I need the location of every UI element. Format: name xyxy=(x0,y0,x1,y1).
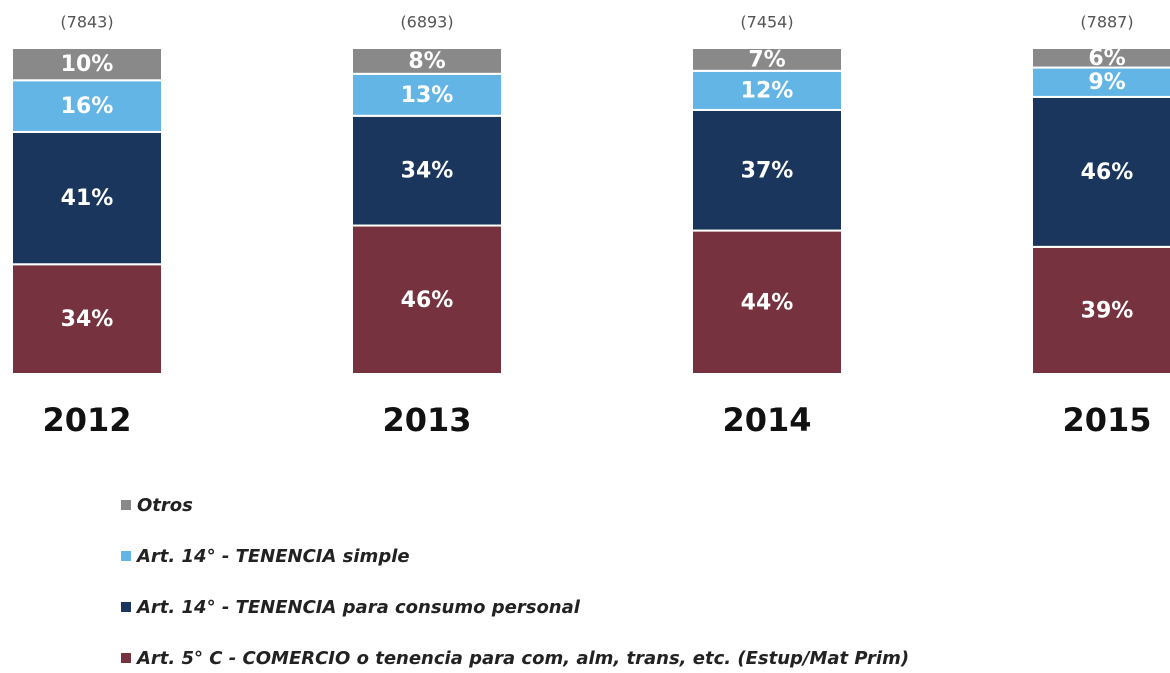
value-label: 39% xyxy=(1081,298,1134,323)
total-label: (7454) xyxy=(740,13,793,32)
legend-label: Art. 5° C - COMERCIO o tenencia para com… xyxy=(135,648,909,669)
legend-label: Art. 14° - TENENCIA para consumo persona… xyxy=(135,597,581,618)
value-label: 8% xyxy=(408,49,445,74)
legend-swatch xyxy=(121,500,131,510)
value-label: 46% xyxy=(401,288,454,313)
bar-segment xyxy=(11,130,163,266)
value-label: 44% xyxy=(741,290,794,315)
value-label: 6% xyxy=(1088,46,1125,71)
bar-segment xyxy=(1031,47,1170,69)
bar-segment xyxy=(351,47,503,75)
value-label: 46% xyxy=(1081,160,1134,185)
value-label: 9% xyxy=(1088,70,1125,95)
bar-segment xyxy=(1031,245,1170,375)
bar-segment xyxy=(11,263,163,375)
bar-segment xyxy=(1031,66,1170,98)
value-label: 37% xyxy=(741,158,794,183)
value-label: 13% xyxy=(401,83,454,108)
x-tick-label: 2015 xyxy=(1062,401,1151,439)
legend-swatch xyxy=(121,551,131,561)
value-label: 10% xyxy=(61,52,114,77)
bar-segment xyxy=(1031,95,1170,248)
bar-segment xyxy=(691,47,843,72)
total-label: (7843) xyxy=(60,13,113,32)
legend-label: Otros xyxy=(137,495,193,516)
x-tick-label: 2012 xyxy=(42,401,131,439)
total-label: (6893) xyxy=(400,13,453,32)
legend-label: Art. 14° - TENENCIA simple xyxy=(135,546,410,567)
bar-segment xyxy=(351,114,503,227)
bar-segment xyxy=(351,72,503,117)
total-label: (7887) xyxy=(1080,13,1133,32)
value-label: 16% xyxy=(61,94,114,119)
bar-segment xyxy=(691,229,843,375)
legend-swatch xyxy=(121,602,131,612)
bar-segment xyxy=(691,69,843,111)
x-tick-label: 2013 xyxy=(382,401,471,439)
bar-segment xyxy=(11,47,163,82)
bar-segment xyxy=(351,224,503,375)
x-tick-label: 2014 xyxy=(722,401,811,439)
value-label: 12% xyxy=(741,78,794,103)
bar-segment xyxy=(691,108,843,232)
value-label: 41% xyxy=(61,186,114,211)
value-label: 7% xyxy=(748,47,785,72)
value-label: 34% xyxy=(61,307,114,332)
value-label: 34% xyxy=(401,159,454,184)
legend-swatch xyxy=(121,653,131,663)
